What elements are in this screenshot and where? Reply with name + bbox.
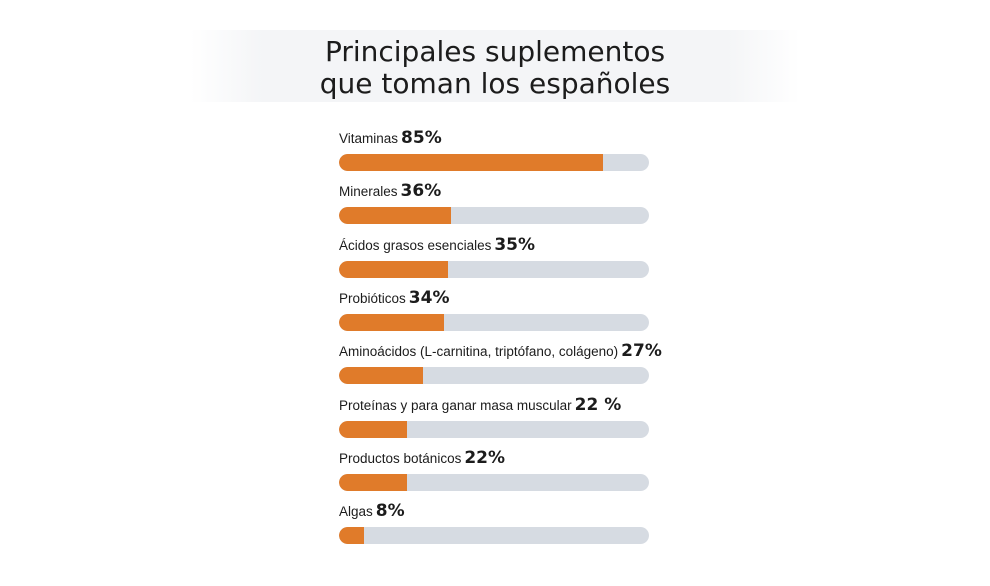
value-label: 27%	[621, 341, 662, 362]
bar-fill	[339, 260, 448, 278]
category-label: Productos botánicos	[339, 450, 462, 466]
category-label: Probióticos	[339, 290, 406, 306]
category-label: Ácidos grasos esenciales	[339, 237, 492, 253]
bar-row: Algas 8%	[339, 501, 739, 551]
category-label: Minerales	[339, 184, 398, 200]
chart-title: Principales suplementos que toman los es…	[0, 36, 990, 100]
bar-fill	[339, 207, 451, 225]
bar-label: Algas 8%	[339, 501, 405, 521]
bar-chart: Vitaminas 85% Minerales 36% Ácidos grasos es…	[339, 128, 739, 558]
bar-row: Probióticos 34%	[339, 288, 739, 338]
bar-row: Minerales 36%	[339, 181, 739, 231]
value-label: 35%	[494, 234, 536, 255]
value-label: 85%	[401, 128, 442, 148]
bar-row: Productos botánicos 22%	[339, 448, 739, 498]
category-label: Algas	[339, 504, 373, 520]
value-label: 22%	[464, 447, 506, 468]
title-background	[190, 30, 800, 102]
bar-fill	[339, 154, 603, 171]
category-label: Aminoácidos (L-carnitina, triptófano, co…	[339, 344, 619, 360]
bar-label: Productos botánicos 22%	[339, 448, 505, 468]
bar-track	[339, 420, 649, 438]
bar-track	[339, 260, 649, 278]
bar-row: Aminoácidos (L-carnitina, triptófano, co…	[339, 341, 739, 391]
bar-track	[339, 154, 649, 171]
bar-track	[339, 313, 649, 331]
category-label: Proteínas y para ganar masa muscular	[339, 397, 572, 413]
title-line-2: que toman los españoles	[319, 67, 671, 100]
bar-label: Proteínas y para ganar masa muscular 22 %	[339, 395, 621, 415]
value-label: 34%	[408, 287, 450, 308]
bar-label: Aminoácidos (L-carnitina, triptófano, co…	[339, 341, 662, 361]
bar-fill	[339, 313, 445, 331]
category-label: Vitaminas	[339, 131, 399, 146]
bar-track	[339, 207, 649, 225]
value-label: 36%	[400, 181, 442, 202]
bar-fill	[339, 367, 423, 385]
bar-label: Probióticos 34%	[339, 288, 450, 308]
bar-row: Vitaminas 85%	[339, 128, 739, 178]
bar-fill	[339, 527, 364, 545]
bar-label: Minerales 36%	[339, 181, 441, 201]
value-label: 8%	[375, 501, 405, 522]
bar-row: Ácidos grasos esenciales 35%	[339, 235, 739, 285]
bar-fill	[339, 473, 408, 491]
bar-label: Vitaminas 85%	[339, 128, 442, 148]
bar-track	[339, 367, 649, 385]
bar-fill	[339, 420, 408, 438]
value-label: 22 %	[574, 394, 622, 415]
bar-track	[339, 473, 649, 491]
bar-track	[339, 527, 649, 545]
title-line-1: Principales suplementos	[324, 35, 666, 68]
bar-label: Ácidos grasos esenciales 35%	[339, 235, 535, 255]
bar-row: Proteínas y para ganar masa muscular 22 %	[339, 395, 739, 445]
